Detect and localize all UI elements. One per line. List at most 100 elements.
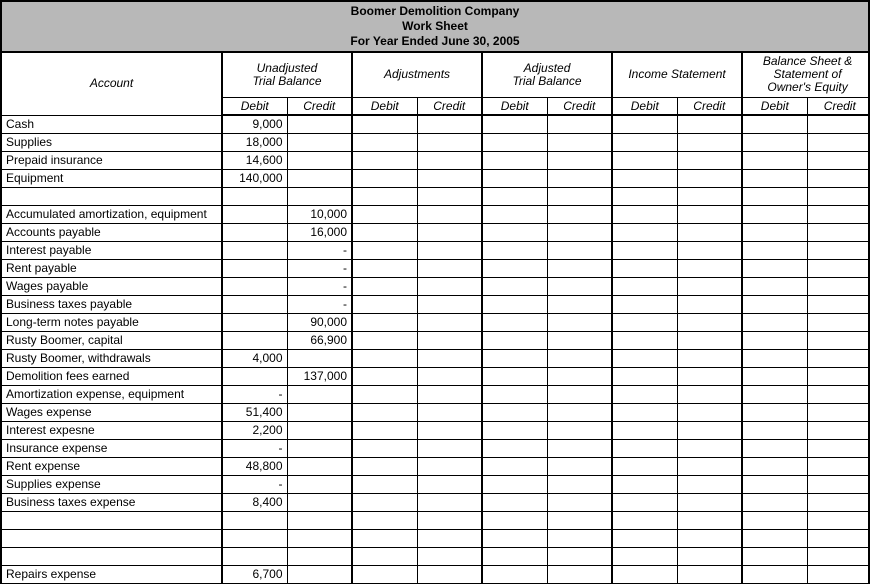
value-cell bbox=[547, 511, 612, 529]
value-cell bbox=[417, 421, 482, 439]
value-cell bbox=[352, 331, 417, 349]
value-cell bbox=[222, 331, 287, 349]
table-row: Rusty Boomer, withdrawals4,000 bbox=[2, 349, 870, 367]
value-cell bbox=[287, 475, 352, 493]
value-cell bbox=[547, 187, 612, 205]
value-cell bbox=[742, 547, 807, 565]
value-cell bbox=[352, 439, 417, 457]
account-cell: Prepaid insurance bbox=[2, 151, 222, 169]
value-cell bbox=[287, 493, 352, 511]
value-cell bbox=[677, 151, 742, 169]
value-cell bbox=[807, 313, 870, 331]
value-cell bbox=[807, 187, 870, 205]
table-row: Long-term notes payable90,000 bbox=[2, 313, 870, 331]
value-cell bbox=[612, 241, 677, 259]
value-cell bbox=[417, 295, 482, 313]
account-cell: Rent payable bbox=[2, 259, 222, 277]
value-cell bbox=[417, 187, 482, 205]
account-cell: Rusty Boomer, withdrawals bbox=[2, 349, 222, 367]
value-cell bbox=[482, 313, 547, 331]
value-cell bbox=[677, 349, 742, 367]
value-cell bbox=[742, 187, 807, 205]
value-cell bbox=[742, 367, 807, 385]
col-utb-debit: Debit bbox=[222, 97, 287, 115]
account-cell: Supplies bbox=[2, 133, 222, 151]
value-cell bbox=[287, 421, 352, 439]
value-cell bbox=[807, 493, 870, 511]
col-group-4: Balance Sheet &Statement ofOwner's Equit… bbox=[742, 53, 870, 97]
value-cell bbox=[742, 223, 807, 241]
account-cell: Demolition fees earned bbox=[2, 367, 222, 385]
value-cell bbox=[287, 565, 352, 583]
table-row: Interest payable- bbox=[2, 241, 870, 259]
table-row: Demolition fees earned137,000 bbox=[2, 367, 870, 385]
value-cell bbox=[417, 349, 482, 367]
table-row: Rent expense48,800 bbox=[2, 457, 870, 475]
value-cell bbox=[417, 457, 482, 475]
account-cell: Business taxes expense bbox=[2, 493, 222, 511]
value-cell bbox=[807, 223, 870, 241]
value-cell bbox=[287, 349, 352, 367]
account-cell: Wages expense bbox=[2, 403, 222, 421]
value-cell bbox=[807, 277, 870, 295]
account-cell: Supplies expense bbox=[2, 475, 222, 493]
value-cell bbox=[417, 403, 482, 421]
value-cell bbox=[287, 115, 352, 133]
value-cell bbox=[352, 529, 417, 547]
value-cell bbox=[222, 295, 287, 313]
col-group-0: UnadjustedTrial Balance bbox=[222, 53, 352, 97]
table-row: Rent payable- bbox=[2, 259, 870, 277]
value-cell bbox=[677, 547, 742, 565]
value-cell bbox=[417, 205, 482, 223]
value-cell bbox=[807, 115, 870, 133]
value-cell bbox=[612, 547, 677, 565]
value-cell bbox=[417, 493, 482, 511]
value-cell bbox=[287, 187, 352, 205]
table-row: Supplies18,000 bbox=[2, 133, 870, 151]
table-row bbox=[2, 511, 870, 529]
value-cell: - bbox=[287, 241, 352, 259]
value-cell bbox=[417, 151, 482, 169]
value-cell bbox=[547, 457, 612, 475]
value-cell bbox=[742, 511, 807, 529]
account-cell bbox=[2, 511, 222, 529]
value-cell bbox=[612, 511, 677, 529]
value-cell bbox=[482, 457, 547, 475]
value-cell bbox=[677, 295, 742, 313]
value-cell bbox=[742, 331, 807, 349]
value-cell bbox=[352, 367, 417, 385]
col-adj-credit: Credit bbox=[417, 97, 482, 115]
value-cell bbox=[352, 547, 417, 565]
value-cell bbox=[677, 439, 742, 457]
account-cell bbox=[2, 187, 222, 205]
value-cell bbox=[612, 169, 677, 187]
value-cell bbox=[807, 151, 870, 169]
value-cell bbox=[612, 385, 677, 403]
value-cell bbox=[482, 529, 547, 547]
value-cell bbox=[352, 475, 417, 493]
value-cell bbox=[807, 457, 870, 475]
value-cell: - bbox=[222, 385, 287, 403]
value-cell bbox=[547, 403, 612, 421]
value-cell bbox=[742, 295, 807, 313]
value-cell bbox=[677, 367, 742, 385]
title-block: Boomer Demolition Company Work Sheet For… bbox=[2, 2, 868, 53]
value-cell bbox=[547, 529, 612, 547]
value-cell bbox=[352, 133, 417, 151]
value-cell bbox=[482, 115, 547, 133]
table-row: Cash9,000 bbox=[2, 115, 870, 133]
value-cell bbox=[287, 511, 352, 529]
value-cell bbox=[807, 475, 870, 493]
value-cell bbox=[547, 223, 612, 241]
value-cell bbox=[352, 259, 417, 277]
value-cell bbox=[222, 187, 287, 205]
worksheet-table: Account UnadjustedTrial Balance Adjustme… bbox=[2, 53, 870, 584]
value-cell bbox=[742, 151, 807, 169]
value-cell bbox=[742, 277, 807, 295]
value-cell bbox=[742, 349, 807, 367]
value-cell bbox=[352, 313, 417, 331]
value-cell bbox=[352, 565, 417, 583]
value-cell bbox=[677, 529, 742, 547]
value-cell bbox=[287, 133, 352, 151]
value-cell bbox=[547, 313, 612, 331]
